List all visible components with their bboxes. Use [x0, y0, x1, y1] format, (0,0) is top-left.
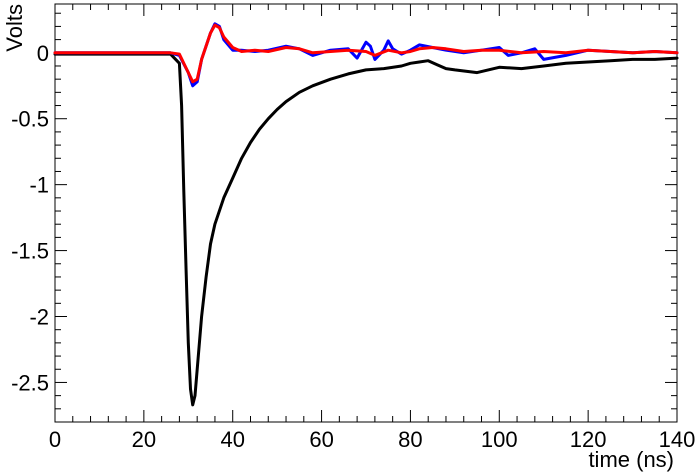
x-axis-tick-labels: 0 20 40 60 80 100 120 140 — [49, 427, 695, 452]
x-tick-label: 120 — [570, 427, 607, 452]
y-tick-label: -2.5 — [11, 370, 49, 395]
y-tick-label: -0.5 — [11, 107, 49, 132]
x-axis-title: time (ns) — [588, 447, 674, 472]
y-tick-label: -1 — [29, 173, 49, 198]
series-line-1 — [53, 52, 679, 407]
x-tick-label: 100 — [481, 427, 518, 452]
series-layer — [53, 22, 679, 407]
y-tick-label: -2 — [29, 305, 49, 330]
x-tick-label: 140 — [659, 427, 696, 452]
y-tick-label: 0 — [37, 41, 49, 66]
plot-frame — [54, 3, 678, 423]
series-line-3 — [53, 23, 679, 84]
x-tick-label: 80 — [398, 427, 422, 452]
y-tick-label: -1.5 — [11, 239, 49, 264]
x-tick-label: 60 — [309, 427, 333, 452]
x-axis-ticks — [54, 4, 678, 422]
y-axis-title: Volts — [2, 4, 27, 52]
x-tick-label: 40 — [220, 427, 244, 452]
y-axis-ticks — [55, 12, 677, 410]
y-axis-tick-labels: 0 -0.5 -1 -1.5 -2 -2.5 — [11, 41, 49, 396]
x-tick-label: 20 — [132, 427, 156, 452]
x-tick-label: 0 — [49, 427, 61, 452]
